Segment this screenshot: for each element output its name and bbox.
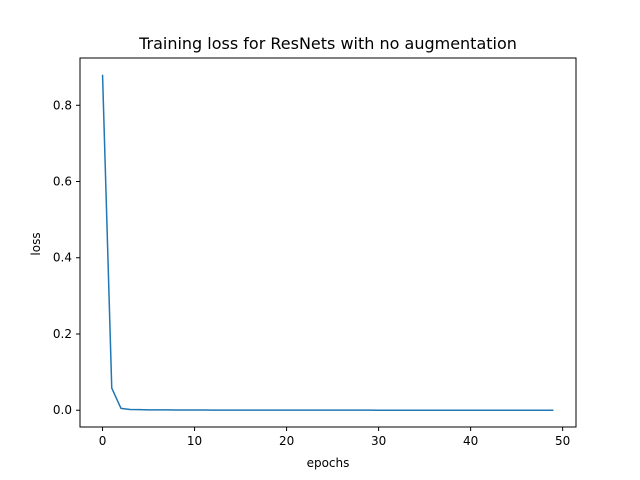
x-axis-ticks: 0 10 20 30 40 50 [99, 427, 570, 448]
y-tick-label: 0.6 [53, 175, 72, 189]
x-tick-label: 20 [279, 434, 294, 448]
axes-frame [79, 57, 577, 428]
y-tick-label: 0.8 [53, 98, 72, 112]
x-tick-label: 0 [99, 434, 107, 448]
series-line-0 [101, 74, 554, 411]
x-axis-label: epochs [307, 456, 350, 470]
y-tick-label: 0.4 [53, 251, 72, 265]
y-axis-label: loss [29, 232, 43, 255]
chart-title: Training loss for ResNets with no augmen… [138, 34, 517, 53]
x-tick-label: 10 [187, 434, 202, 448]
x-tick-label: 30 [371, 434, 386, 448]
y-axis-ticks: 0.0 0.2 0.4 0.6 0.8 [53, 98, 80, 417]
y-tick-label: 0.2 [53, 327, 72, 341]
x-tick-label: 40 [463, 434, 478, 448]
y-tick-label: 0.0 [53, 403, 72, 417]
plot-area [101, 74, 554, 411]
x-tick-label: 50 [555, 434, 570, 448]
